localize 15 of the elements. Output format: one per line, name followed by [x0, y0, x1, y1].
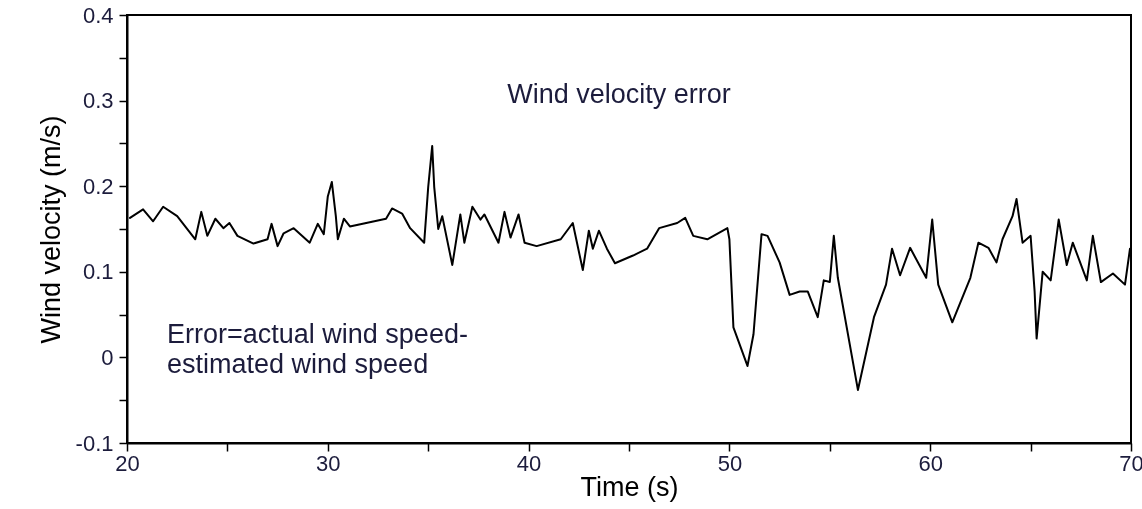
x-tick-label: 40 — [516, 450, 542, 476]
x-tick-label: 50 — [717, 450, 743, 476]
text: Wind velocity error — [507, 79, 731, 109]
x-tick-label: 20 — [115, 450, 140, 476]
y-tick-label: 0.2 — [82, 173, 114, 199]
annotation: Error=actual wind speed- estimated wind speed — [167, 319, 468, 379]
x-tick-label: 60 — [918, 450, 943, 476]
x-axis-title: Time (s) — [580, 471, 679, 502]
y-tick-label: 0.1 — [82, 259, 114, 285]
x-tick-label: 30 — [316, 450, 341, 476]
y-tick-label: 0.3 — [82, 88, 114, 114]
y-tick-label: -0.1 — [75, 430, 114, 456]
y-tick-label: 0.4 — [82, 2, 114, 28]
y-axis-title: Wind velocity (m/s) — [35, 115, 66, 344]
y-tick-label: 0 — [101, 344, 114, 370]
